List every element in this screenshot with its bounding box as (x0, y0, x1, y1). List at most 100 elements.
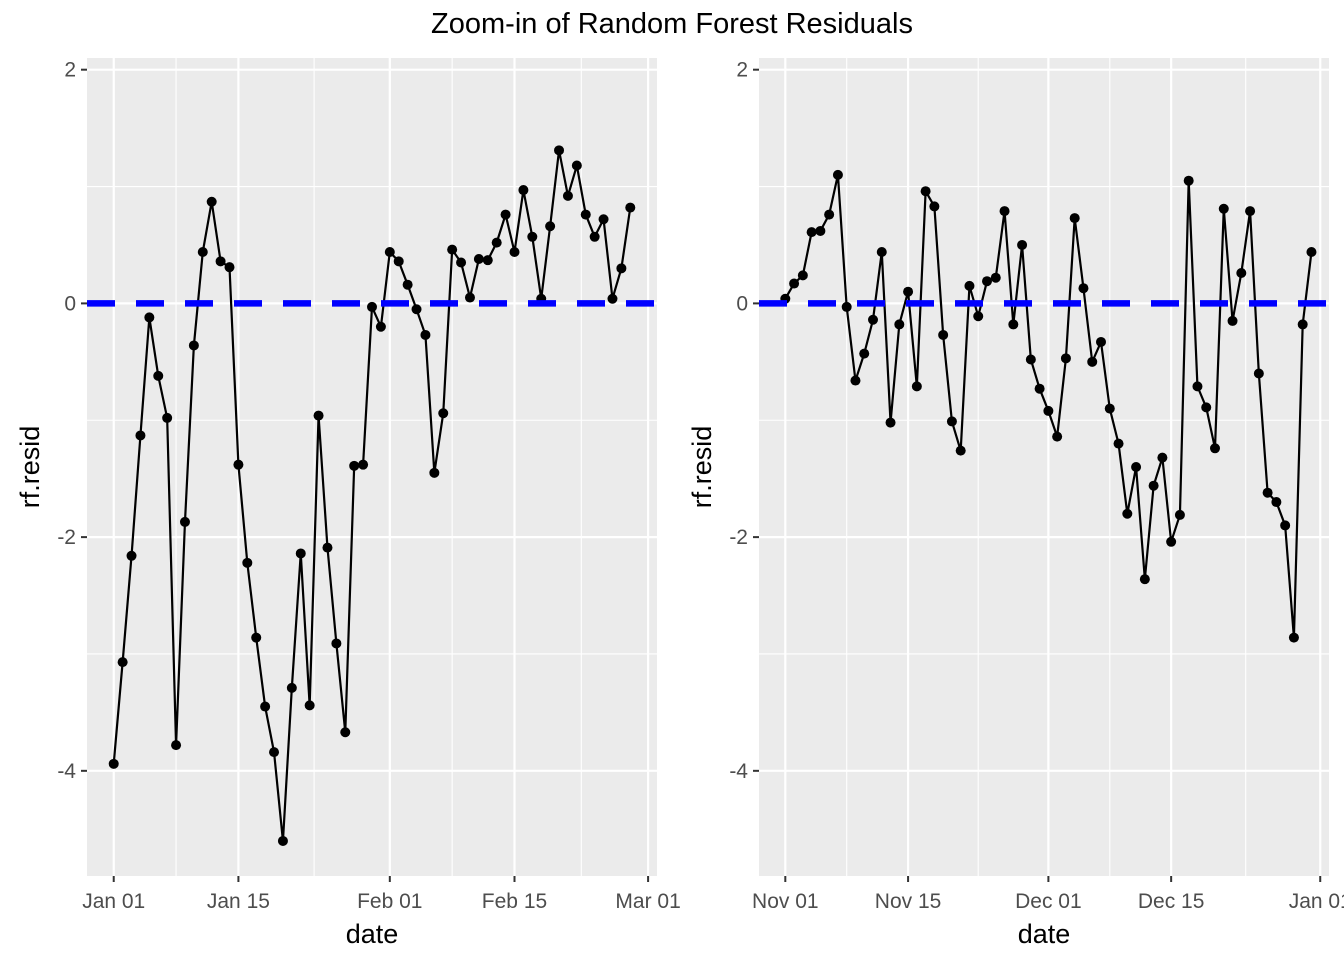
data-point (850, 375, 861, 386)
data-point (251, 632, 262, 643)
data-point (1297, 319, 1308, 330)
data-point (1210, 443, 1220, 454)
data-point (367, 301, 377, 312)
data-point (1043, 405, 1054, 416)
data-point (1096, 336, 1106, 347)
x-tick-label: Feb 15 (482, 890, 547, 913)
data-point (233, 459, 244, 470)
data-point (509, 246, 520, 257)
data-point (824, 209, 835, 220)
right-panel: Nov 01 Nov 15 Dec 01 Dec 15 Jan 01 -4 -2 0 2 date… (687, 58, 1344, 949)
data-point (1174, 509, 1185, 520)
y-tick-label: -2 (57, 526, 76, 549)
data-point (920, 186, 931, 197)
data-point (571, 160, 582, 171)
data-point (625, 202, 636, 213)
data-point (473, 253, 484, 264)
y-axis-title: rf.resid (687, 426, 717, 509)
data-point (500, 209, 511, 220)
data-point (331, 638, 342, 649)
data-point (1183, 175, 1194, 186)
data-point (876, 246, 887, 257)
data-point (868, 314, 878, 325)
data-point (188, 340, 199, 351)
data-point (313, 410, 324, 421)
x-tick-label: Nov 15 (875, 890, 942, 913)
y-axis-title: rf.resid (15, 426, 45, 509)
data-point (999, 206, 1010, 217)
data-point (206, 196, 217, 207)
data-point (973, 311, 984, 322)
data-point (797, 270, 808, 281)
data-point (1148, 480, 1159, 491)
data-point (1104, 403, 1115, 414)
data-point (340, 727, 351, 738)
data-point (349, 460, 360, 471)
x-tick-label: Jan 01 (1289, 890, 1344, 913)
x-axis-title: date (346, 919, 399, 949)
data-point (554, 145, 565, 156)
data-point (197, 246, 208, 257)
data-point (789, 278, 800, 289)
data-point (1034, 383, 1045, 394)
data-point (162, 412, 173, 423)
data-point (815, 225, 826, 236)
data-point (438, 408, 449, 419)
data-point (1271, 497, 1282, 508)
chart-title: Zoom-in of Random Forest Residuals (431, 8, 913, 40)
x-tick-label: Jan 15 (207, 890, 270, 913)
data-point (990, 272, 1001, 283)
data-point (964, 280, 975, 291)
plot-panel (759, 58, 1329, 876)
data-point (894, 319, 905, 330)
data-point (375, 321, 386, 332)
x-tick-label: Nov 01 (752, 890, 819, 913)
y-tick-label: 2 (736, 59, 748, 82)
x-axis-title: date (1018, 919, 1071, 949)
data-point (1236, 268, 1247, 279)
left-panel: Jan 01 Jan 15 Feb 01 Feb 15 Mar 01 -4 -2 0 2 date… (15, 58, 681, 949)
x-tick-label: Jan 01 (82, 890, 145, 913)
data-point (1113, 438, 1124, 449)
data-point (903, 286, 914, 297)
data-point (911, 381, 922, 392)
data-point (117, 657, 128, 668)
data-point (1052, 431, 1063, 442)
data-point (456, 257, 467, 268)
data-point (1078, 283, 1089, 294)
data-point (885, 417, 896, 428)
data-point (1262, 487, 1273, 498)
data-point (126, 550, 137, 561)
data-point (1218, 203, 1229, 214)
data-point (295, 548, 306, 559)
data-point (1087, 356, 1098, 367)
data-point (402, 279, 413, 290)
data-point (1288, 632, 1299, 643)
data-point (607, 293, 618, 304)
data-point (527, 231, 538, 242)
x-tick-label: Mar 01 (615, 890, 680, 913)
data-point (1201, 402, 1212, 413)
y-tick-label: 2 (64, 59, 76, 82)
data-point (144, 312, 155, 323)
data-point (482, 255, 493, 266)
data-point (171, 740, 182, 751)
data-point (616, 263, 627, 274)
data-point (929, 201, 940, 212)
y-tick-label: -2 (729, 526, 748, 549)
data-point (464, 292, 475, 303)
data-point (135, 430, 146, 441)
data-point (286, 682, 297, 693)
data-point (518, 185, 529, 196)
data-point (215, 256, 226, 267)
data-point (580, 209, 591, 220)
data-point (393, 256, 404, 267)
data-point (938, 329, 949, 340)
data-point (304, 700, 315, 711)
y-tick-label: 0 (736, 292, 748, 315)
data-point (1306, 246, 1317, 257)
data-point (447, 244, 458, 255)
data-point (955, 445, 966, 456)
data-point (946, 416, 957, 427)
data-point (1008, 319, 1019, 330)
